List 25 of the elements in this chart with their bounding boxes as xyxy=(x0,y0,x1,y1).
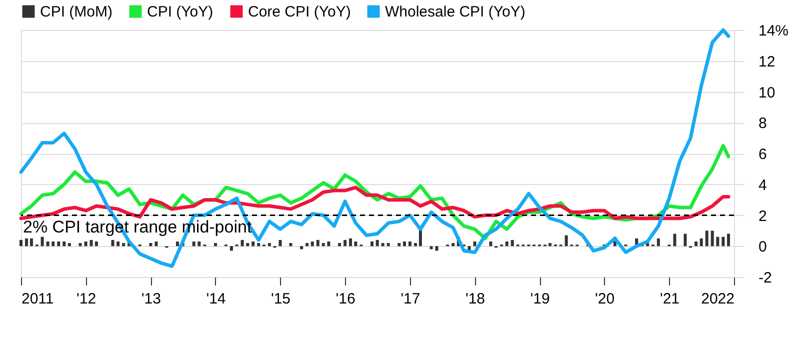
y-tick-label: 14% xyxy=(758,22,789,40)
y-tick-label: 0 xyxy=(758,238,767,256)
x-tick-label: '16 xyxy=(336,290,356,308)
y-tick-label: 4 xyxy=(758,176,767,194)
x-tick-label: '17 xyxy=(400,290,420,308)
y-tick-label: 10 xyxy=(758,84,776,102)
y-tick-label: 12 xyxy=(758,53,776,70)
y-tick-label: 2 xyxy=(758,208,767,225)
legend-label: CPI (MoM) xyxy=(40,4,112,21)
legend-label: Core CPI (YoY) xyxy=(248,4,351,21)
x-tick-label: '12 xyxy=(76,290,96,308)
legend-label: Wholesale CPI (YoY) xyxy=(385,4,526,21)
y-tick-label: 6 xyxy=(758,146,767,163)
x-tick-label: '21 xyxy=(660,290,680,308)
x-tick-label: '15 xyxy=(270,290,291,308)
x-tick-label: '14 xyxy=(206,290,226,308)
y-tick-label: -2 xyxy=(758,270,772,286)
x-tick-label: 2022 xyxy=(701,290,734,308)
x-tick-label: '13 xyxy=(141,290,161,308)
x-tick-label: '18 xyxy=(465,290,486,308)
x-tick-label: 2011 xyxy=(22,290,54,308)
legend-label: CPI (YoY) xyxy=(147,4,214,21)
y-tick-label: 8 xyxy=(758,115,767,132)
x-tick-label: '19 xyxy=(530,290,550,308)
x-tick-label: '20 xyxy=(595,290,615,308)
